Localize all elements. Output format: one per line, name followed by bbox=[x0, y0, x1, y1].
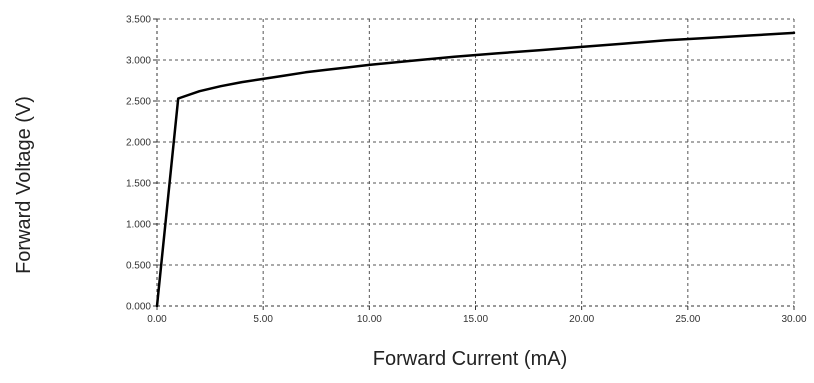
y-axis-title: Forward Voltage (V) bbox=[13, 96, 35, 274]
y-tick-label: 0.500 bbox=[126, 261, 151, 272]
y-tick-label: 3.500 bbox=[126, 15, 151, 26]
x-tick-label: 10.00 bbox=[357, 314, 382, 325]
plot-area bbox=[157, 19, 794, 306]
y-tick-label: 2.500 bbox=[126, 97, 151, 108]
y-tick-label: 2.000 bbox=[126, 138, 151, 149]
y-tick-label: 1.000 bbox=[126, 220, 151, 231]
series-layer bbox=[155, 31, 796, 308]
series-line-0 bbox=[155, 31, 796, 308]
x-tick-label: 30.00 bbox=[781, 314, 806, 325]
x-axis-title: Forward Current (mA) bbox=[373, 348, 567, 370]
x-tick-label: 25.00 bbox=[675, 314, 700, 325]
x-tick-label: 0.00 bbox=[147, 314, 167, 325]
y-tick-label: 3.000 bbox=[126, 56, 151, 67]
y-tick-label: 1.500 bbox=[126, 179, 151, 190]
grid bbox=[157, 18, 795, 306]
x-tick-label: 15.00 bbox=[463, 314, 488, 325]
y-axis-ticks: 0.000 0.500 1.000 1.500 2.000 2.500 3.000 3.500 bbox=[126, 15, 151, 313]
x-axis-ticks: 0.00 5.00 10.00 15.00 20.00 25.00 30.00 bbox=[147, 314, 807, 325]
x-tick-label: 20.00 bbox=[569, 314, 594, 325]
x-tick-label: 5.00 bbox=[253, 314, 273, 325]
axes bbox=[153, 18, 795, 310]
y-tick-label: 0.000 bbox=[126, 302, 151, 313]
